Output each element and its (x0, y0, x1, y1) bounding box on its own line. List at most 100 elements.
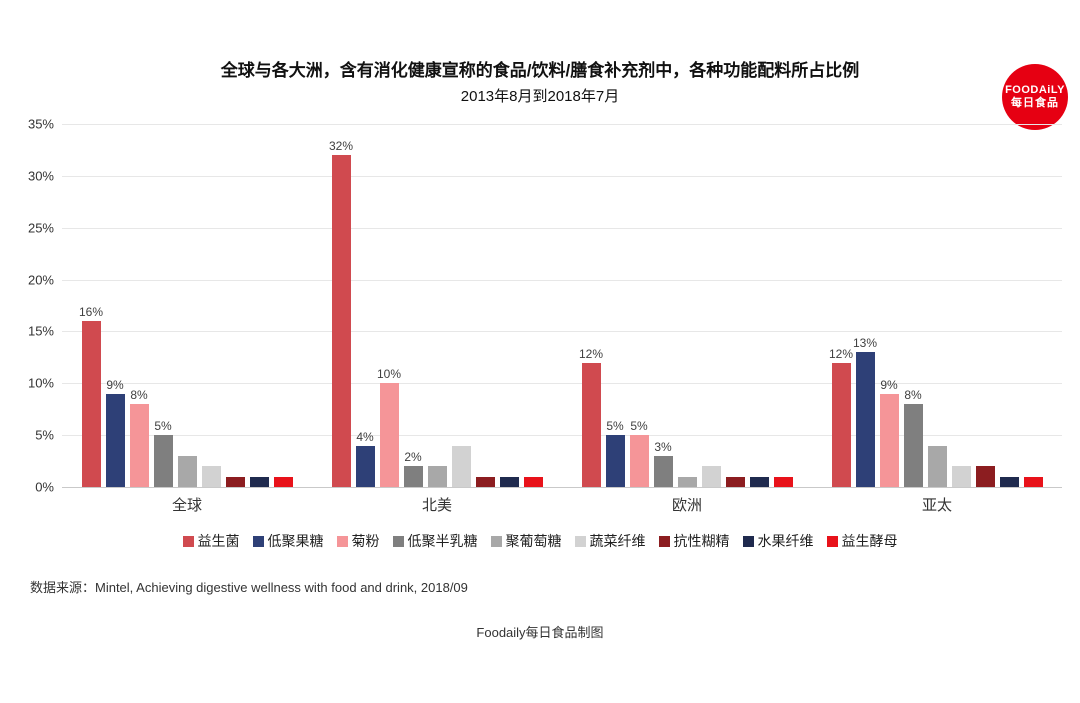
bar (225, 476, 245, 487)
bar (499, 476, 519, 487)
bar-value-label: 8% (130, 388, 148, 403)
legend-item: 低聚半乳糖 (392, 531, 478, 551)
legend-item: 聚葡萄糖 (490, 531, 562, 551)
bar: 12% (579, 347, 603, 487)
bar (749, 476, 769, 487)
logo-text-cn: 每日食品 (1011, 97, 1059, 109)
legend-swatch (826, 535, 838, 547)
plot-area: 0% 5% 10% 15% 20% 25% 30% 35% 16% 9% 8% 5% 32% 4% 10%… (28, 117, 1062, 495)
footer-credit: Foodaily每日食品制图 (476, 625, 604, 640)
legend-swatch (392, 535, 404, 547)
bar-chart: 0% 5% 10% 15% 20% 25% 30% 35% 16% 9% 8% 5% 32% 4% 10%… (0, 117, 1080, 515)
bar (951, 466, 971, 487)
y-axis-tick-label: 5% (35, 427, 54, 443)
bar (677, 476, 697, 487)
bar: 16% (79, 305, 103, 487)
category-label: 亚太 (921, 497, 952, 514)
gridline: 5% (35, 428, 1062, 443)
bar: 4% (355, 430, 375, 487)
x-axis-category-labels: 全球 北美 欧洲 亚太 (62, 494, 1062, 515)
bar-value-label: 8% (904, 388, 922, 403)
bar: 32% (329, 139, 353, 487)
bar: 2% (403, 450, 423, 487)
foodaily-logo: FOODAiLY 每日食品 (1002, 64, 1068, 130)
legend-swatch (336, 535, 348, 547)
bar (273, 476, 293, 487)
bar (201, 466, 221, 487)
category-label: 全球 (171, 497, 202, 514)
bar (701, 466, 721, 487)
legend-swatch (252, 535, 264, 547)
bar: 12% (829, 347, 853, 487)
legend-item: 蔬菜纤维 (574, 531, 646, 551)
y-axis-tick-label: 15% (27, 323, 54, 339)
bar (927, 445, 947, 487)
legend-item: 菊粉 (336, 531, 380, 551)
bar-value-label: 12% (828, 346, 854, 361)
legend-label: 低聚半乳糖 (407, 533, 478, 549)
legend-swatch (658, 535, 670, 547)
bar: 9% (879, 378, 899, 487)
legend-swatch (490, 535, 502, 547)
gridline: 25% (28, 220, 1062, 235)
bar-group: 12% 5% 5% 3% (579, 124, 793, 487)
legend-item: 益生菌 (182, 531, 240, 551)
y-axis-tick-label: 35% (27, 116, 54, 132)
bar: 10% (377, 367, 401, 487)
category-label: 北美 (421, 497, 452, 514)
gridline: 20% (28, 272, 1062, 287)
bar: 8% (903, 388, 923, 487)
bar-value-label: 13% (852, 336, 878, 351)
legend-label: 蔬菜纤维 (589, 533, 646, 549)
bar-value-label: 2% (404, 450, 422, 465)
y-axis-tick-label: 30% (27, 168, 54, 184)
bar: 13% (853, 336, 877, 487)
legend-label: 菊粉 (351, 533, 380, 549)
bar: 5% (629, 419, 649, 487)
bar: 5% (153, 419, 173, 487)
legend-label: 聚葡萄糖 (505, 533, 562, 549)
bar (427, 466, 447, 487)
bar (1023, 476, 1043, 487)
bar (249, 476, 269, 487)
category-label: 欧洲 (671, 497, 702, 514)
legend-swatch (742, 535, 754, 547)
y-axis-tick-label: 10% (27, 375, 54, 391)
bar-value-label: 4% (356, 429, 374, 444)
bar-group: 16% 9% 8% 5% (79, 124, 293, 487)
bar (451, 445, 471, 487)
legend-label: 益生菌 (197, 533, 240, 549)
legend-item: 益生酵母 (826, 531, 898, 551)
bar-value-label: 12% (578, 346, 604, 361)
legend-label: 水果纤维 (757, 533, 814, 549)
legend-item: 抗性糊精 (658, 531, 730, 551)
bar-value-label: 5% (606, 419, 624, 434)
bar (725, 476, 745, 487)
legend-swatch (574, 535, 586, 547)
bar-value-label: 32% (328, 139, 354, 154)
legend-item: 水果纤维 (742, 531, 814, 551)
bar (475, 476, 495, 487)
bar (999, 476, 1019, 487)
gridline: 30% (28, 168, 1062, 183)
bar (975, 466, 995, 487)
bar (177, 455, 197, 487)
gridline: 35% (28, 117, 1062, 132)
legend-swatch (182, 535, 194, 547)
gridline: 15% (28, 324, 1062, 339)
chart-title: 全球与各大洲，含有消化健康宣称的食品/饮料/膳食补充剂中，各种功能配料所占比例 (220, 61, 860, 80)
bar: 9% (105, 378, 125, 487)
legend-label: 益生酵母 (841, 533, 898, 549)
y-axis-tick-label: 0% (35, 479, 54, 495)
bar-value-label: 10% (376, 367, 402, 382)
bar-group: 12% 13% 9% 8% (829, 124, 1043, 487)
bar-value-label: 5% (154, 419, 172, 434)
bar: 3% (653, 440, 673, 487)
bar (523, 476, 543, 487)
legend-label: 抗性糊精 (673, 533, 730, 549)
y-axis-tick-label: 25% (27, 220, 54, 236)
infographic-page: FOODAiLY 每日食品 全球与各大洲，含有消化健康宣称的食品/饮料/膳食补充… (0, 56, 1080, 703)
bar-value-label: 9% (880, 377, 898, 392)
gridline: 10% (28, 376, 1062, 391)
bar-value-label: 9% (106, 377, 124, 392)
